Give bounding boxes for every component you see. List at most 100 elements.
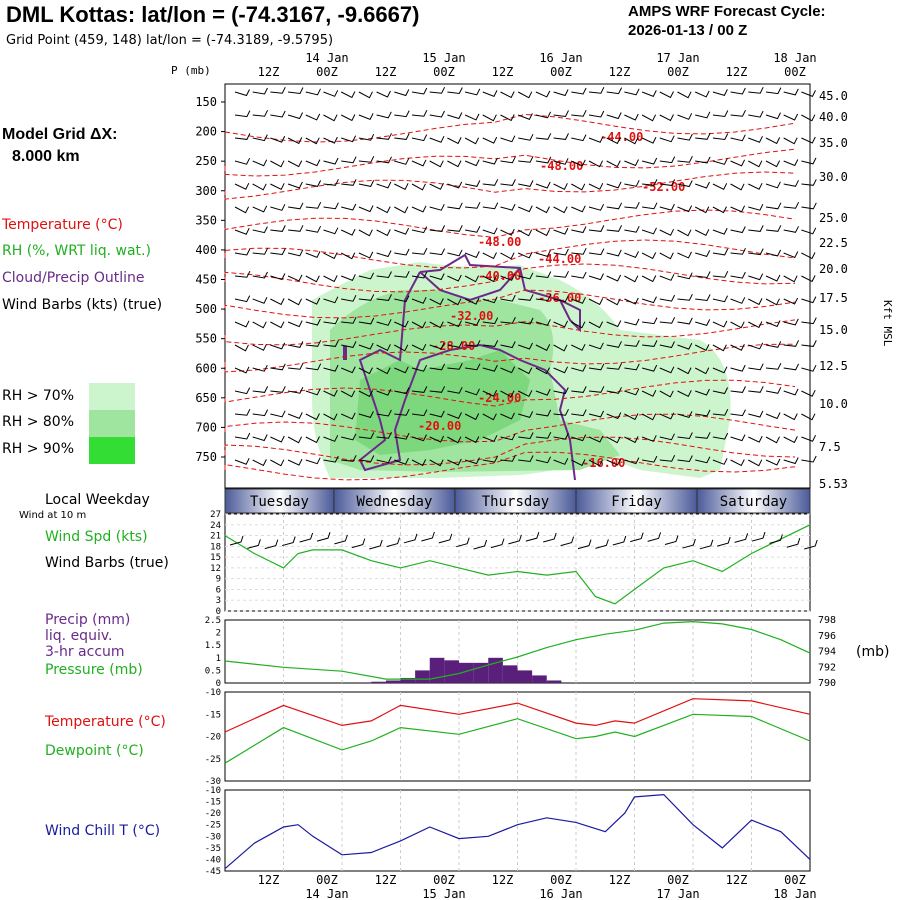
wind-barb	[535, 229, 551, 237]
wind-barb	[535, 294, 552, 302]
wind-barb	[642, 340, 658, 347]
wind-barb	[429, 110, 445, 118]
wind-barb	[730, 134, 746, 142]
wind-barb	[765, 341, 782, 348]
wind-barb	[252, 134, 268, 142]
wind-barb	[358, 205, 374, 213]
wind-barb	[500, 341, 516, 349]
surface-wind-barb	[699, 539, 714, 550]
pressure-tick-label: 600	[195, 361, 217, 375]
isotherm-line	[224, 239, 796, 269]
wind-barb	[394, 183, 409, 190]
wind-barb	[270, 342, 286, 350]
wind-barb	[712, 270, 729, 278]
wind-barb	[411, 321, 427, 329]
wind-barb	[801, 202, 817, 210]
wind-barb	[270, 110, 286, 118]
wind-barb	[588, 110, 605, 118]
wind-barb	[394, 344, 409, 352]
surface-wind-barb	[804, 539, 818, 550]
wind-barb	[500, 228, 515, 236]
wind-barb	[801, 275, 816, 283]
wind-barb	[411, 409, 428, 417]
wind-barb	[288, 362, 304, 370]
wind-barb	[677, 317, 693, 325]
wind-barb	[606, 225, 623, 232]
wind-barb	[358, 272, 375, 280]
wind-barb	[287, 436, 303, 444]
wind-barb	[234, 387, 251, 395]
wind-barb	[588, 248, 605, 256]
wind-barb	[677, 133, 693, 141]
wind-barb	[358, 294, 375, 301]
wind-barb	[464, 297, 480, 305]
precip-tick-label: 1.5	[205, 641, 221, 651]
wind-barb	[695, 294, 711, 302]
wind-barb	[553, 133, 569, 140]
wind-barb	[234, 366, 250, 374]
wind-barb	[641, 275, 657, 283]
wind-barb	[624, 201, 640, 209]
wind-speed-label: Wind Spd (kts)	[45, 529, 148, 545]
wind-barb	[376, 90, 391, 98]
bottom-hour-label: 00Z	[784, 873, 806, 887]
wind-barb	[341, 455, 357, 462]
pressure-tick-label: 150	[195, 95, 217, 109]
wind-barb	[765, 362, 782, 370]
wind-barb	[659, 433, 675, 441]
wind-barb	[376, 409, 392, 417]
wind-barb	[341, 135, 357, 143]
wind-barb	[535, 206, 550, 214]
wind-barb	[748, 298, 763, 306]
wind-barb	[305, 225, 322, 233]
wind-barb	[641, 227, 657, 235]
wind-barb	[234, 270, 251, 278]
wind-barb	[341, 316, 357, 324]
precip-tick-label: 0.5	[205, 666, 221, 676]
wind-barb	[677, 411, 693, 418]
wind-barb	[270, 160, 285, 168]
wind-barb	[447, 137, 462, 145]
pressure-tick-label: 790	[818, 678, 836, 689]
wind-barb	[376, 111, 392, 119]
wind-barb	[323, 114, 338, 122]
wind-barb	[801, 90, 816, 98]
pressure-tick-label: 700	[195, 420, 217, 434]
wind-barb	[553, 320, 569, 328]
wind-barb	[712, 133, 729, 141]
pressure-axis-title: P (mb)	[171, 64, 211, 77]
weekday-label: Tuesday	[250, 494, 309, 510]
wind-barb	[358, 180, 375, 187]
wind-barb	[270, 363, 286, 371]
precip-bar	[400, 677, 416, 683]
pressure-tick-label: 650	[195, 391, 217, 405]
wind-barb	[270, 248, 286, 256]
model-grid-value: 8.000 km	[12, 148, 80, 165]
wind-barb	[517, 251, 533, 259]
wind-barb	[588, 273, 604, 281]
chill-tick-label: -40	[205, 855, 221, 865]
wind-barb	[411, 87, 428, 95]
wind-barb	[659, 179, 676, 186]
wind-barb	[447, 225, 463, 232]
wind-barb	[234, 457, 250, 465]
wind-barb	[305, 340, 322, 347]
weekday-cell	[224, 488, 335, 514]
legend-cloud-outline: Cloud/Precip Outline	[2, 270, 145, 286]
wind-barb	[783, 251, 799, 259]
top-hour-label: 00Z	[433, 65, 455, 79]
pressure-tick-label: 200	[195, 125, 217, 139]
surface-wind-barb	[769, 534, 783, 544]
wind-barb	[252, 386, 269, 393]
wind-barb	[252, 159, 268, 167]
pressure-tick-label: 350	[195, 213, 217, 227]
wind-barb	[588, 435, 604, 443]
wind-barb	[323, 136, 338, 144]
top-hour-label: 00Z	[550, 65, 572, 79]
wind-barb	[641, 136, 657, 144]
top-date-label: 17 Jan	[656, 51, 699, 65]
wind-barb	[376, 344, 391, 351]
wind-barb	[517, 229, 533, 237]
wind-barb	[765, 137, 781, 145]
wind-barb	[694, 229, 710, 236]
